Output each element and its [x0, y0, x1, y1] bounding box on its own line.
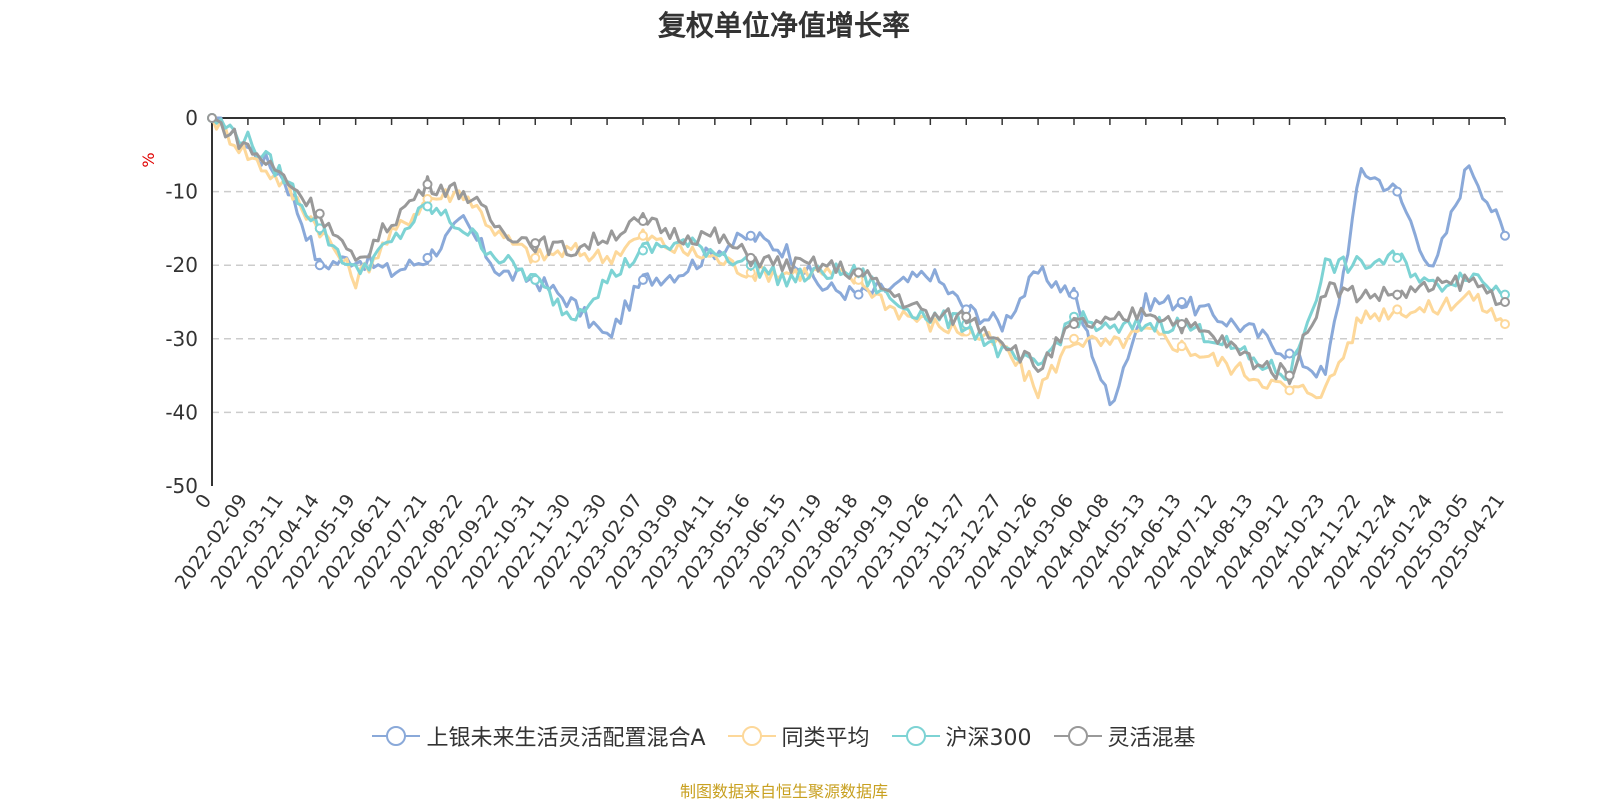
- series-point: [314, 208, 325, 219]
- chart-title: 复权单位净值增长率: [657, 9, 910, 42]
- y-tick-label: -30: [165, 327, 198, 351]
- legend-label-peer-average: 同类平均: [781, 726, 870, 751]
- data-source-note: 制图数据来自恒生聚源数据库: [679, 782, 888, 801]
- legend-item-peer-average[interactable]: 同类平均: [727, 720, 870, 752]
- series-point: [314, 260, 325, 271]
- series-point: [1392, 252, 1403, 263]
- y-tick-label: 0: [185, 106, 198, 130]
- series-point: [422, 179, 433, 190]
- y-tick-label: -40: [165, 400, 198, 424]
- series-lines: [207, 113, 1510, 407]
- series-point: [638, 230, 648, 241]
- y-tick-label: -50: [165, 474, 198, 498]
- legend-item-fund[interactable]: 上银未来生活灵活配置混合A: [372, 720, 706, 752]
- series-point: [1500, 230, 1510, 241]
- legend-swatch-peer-average-icon: [727, 726, 776, 746]
- series-point: [1392, 186, 1403, 197]
- axes: [211, 117, 1506, 486]
- series-point: [745, 230, 756, 241]
- legend-swatch-csi300-icon: [891, 726, 940, 746]
- legend-swatch-fund-icon: [372, 726, 421, 746]
- series-point: [1069, 319, 1079, 330]
- series-point: [1069, 289, 1079, 300]
- legend-label-csi300: 沪深300: [945, 726, 1032, 751]
- legend-item-flexible-mixed[interactable]: 灵活混基: [1053, 720, 1196, 752]
- series-point: [1500, 297, 1510, 307]
- series-point: [422, 252, 433, 263]
- series-point: [530, 238, 541, 249]
- legend-swatch-dot: [386, 726, 407, 746]
- series-line: [210, 117, 1506, 382]
- series-point: [1176, 297, 1187, 307]
- legend-swatch-flexible-mixed-icon: [1053, 726, 1102, 746]
- y-axis-title: %: [139, 152, 158, 167]
- series-line: [211, 116, 1506, 386]
- series-point: [1176, 319, 1187, 330]
- series-point: [745, 252, 756, 263]
- series-point: [207, 113, 217, 123]
- series-point: [530, 252, 541, 263]
- series-point: [1392, 289, 1403, 300]
- y-tick-label: -10: [165, 180, 198, 204]
- x-tick-label: 0: [191, 490, 216, 513]
- series-point: [853, 289, 864, 300]
- series-point: [638, 274, 648, 285]
- chart-plot: 0-10-20-30-40-50%02022-02-092022-03-1120…: [139, 106, 1510, 593]
- series-point: [530, 274, 541, 285]
- series-point: [1284, 370, 1295, 381]
- series-line: [212, 116, 1507, 407]
- legend-swatch-dot: [905, 726, 926, 746]
- series-point: [422, 201, 433, 212]
- series-line: [210, 117, 1507, 400]
- series-point: [1500, 319, 1510, 330]
- series-point: [961, 311, 972, 322]
- y-tick-label: -20: [165, 253, 198, 277]
- axis-labels: 0-10-20-30-40-50%02022-02-092022-03-1120…: [139, 106, 1509, 593]
- series-point: [638, 245, 648, 256]
- series-point: [853, 267, 864, 278]
- legend: 上银未来生活灵活配置混合A 同类平均 沪深300 灵活混基: [0, 720, 1568, 752]
- series-point: [638, 216, 648, 227]
- series-point: [1284, 385, 1295, 396]
- legend-label-flexible-mixed: 灵活混基: [1107, 726, 1196, 751]
- series-point: [1392, 304, 1403, 315]
- legend-swatch-dot: [741, 726, 762, 746]
- legend-swatch-dot: [1067, 726, 1088, 746]
- series-point: [1069, 333, 1079, 344]
- legend-label-fund: 上银未来生活灵活配置混合A: [426, 726, 706, 751]
- series-point: [1176, 341, 1187, 352]
- legend-item-csi300[interactable]: 沪深300: [891, 720, 1032, 752]
